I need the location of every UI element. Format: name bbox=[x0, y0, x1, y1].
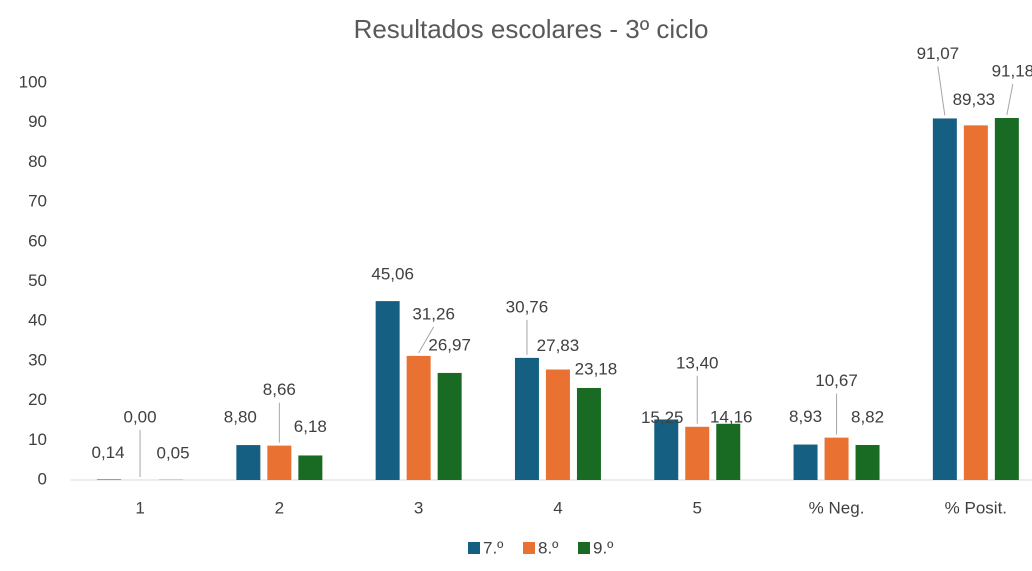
x-tick-label: 3 bbox=[414, 498, 423, 517]
data-label: 26,97 bbox=[428, 335, 471, 354]
data-label: 8,80 bbox=[224, 408, 257, 427]
bar bbox=[437, 372, 462, 480]
x-tick-label: % Posit. bbox=[945, 498, 1007, 517]
data-label: 8,93 bbox=[789, 407, 822, 426]
bar bbox=[994, 118, 1019, 480]
y-tick-label: 60 bbox=[28, 231, 47, 250]
y-tick-label: 0 bbox=[38, 469, 47, 488]
data-label: 23,18 bbox=[575, 359, 618, 378]
data-label: 10,67 bbox=[815, 371, 858, 390]
bar bbox=[793, 444, 818, 480]
data-label: 31,26 bbox=[412, 304, 455, 323]
legend-swatch bbox=[578, 542, 590, 554]
y-tick-label: 80 bbox=[28, 152, 47, 171]
data-label: 30,76 bbox=[506, 297, 549, 316]
data-label: 45,06 bbox=[371, 265, 414, 284]
legend-swatch bbox=[468, 542, 480, 554]
bar bbox=[824, 437, 849, 480]
bar bbox=[576, 387, 601, 480]
bar bbox=[406, 355, 431, 480]
data-label: 14,16 bbox=[710, 407, 753, 426]
x-tick-label: 2 bbox=[275, 498, 284, 517]
bar bbox=[855, 444, 880, 480]
bar bbox=[97, 479, 122, 480]
bar bbox=[654, 419, 679, 480]
data-label: 8,66 bbox=[263, 380, 296, 399]
y-tick-label: 50 bbox=[28, 271, 47, 290]
data-label: 27,83 bbox=[537, 336, 580, 355]
bar bbox=[514, 357, 539, 480]
y-tick-label: 70 bbox=[28, 192, 47, 211]
bar bbox=[375, 301, 400, 480]
bar bbox=[716, 423, 741, 480]
bar bbox=[545, 369, 570, 480]
bar bbox=[932, 118, 957, 481]
bar bbox=[298, 455, 323, 480]
data-label: 91,18 bbox=[992, 61, 1032, 80]
data-label: 0,05 bbox=[157, 443, 190, 462]
y-tick-label: 30 bbox=[28, 350, 47, 369]
leader-line bbox=[937, 66, 946, 116]
x-tick-label: 5 bbox=[693, 498, 702, 517]
x-tick-label: 1 bbox=[135, 498, 144, 517]
data-label: 89,33 bbox=[953, 90, 996, 109]
bar bbox=[963, 125, 988, 481]
y-tick-label: 20 bbox=[28, 390, 47, 409]
chart-title: Resultados escolares - 3º ciclo bbox=[354, 14, 709, 44]
y-tick-label: 10 bbox=[28, 430, 47, 449]
data-label: 0,00 bbox=[124, 407, 157, 426]
y-tick-label: 40 bbox=[28, 311, 47, 330]
data-label: 91,07 bbox=[917, 44, 960, 63]
legend-label: 9.º bbox=[593, 538, 613, 557]
legend-label: 8.º bbox=[538, 538, 558, 557]
bar bbox=[236, 445, 261, 480]
x-tick-label: % Neg. bbox=[809, 498, 865, 517]
y-tick-label: 90 bbox=[28, 112, 47, 131]
data-label: 13,40 bbox=[676, 353, 719, 372]
data-label: 0,14 bbox=[92, 443, 125, 462]
leader-line bbox=[1006, 83, 1014, 116]
data-label: 15,25 bbox=[641, 408, 684, 427]
legend-label: 7.º bbox=[483, 538, 503, 557]
bar bbox=[685, 426, 710, 480]
x-tick-label: 4 bbox=[553, 498, 562, 517]
y-tick-label: 100 bbox=[19, 72, 47, 91]
leader-line bbox=[418, 326, 435, 354]
data-label: 6,18 bbox=[294, 417, 327, 436]
data-label: 8,82 bbox=[851, 407, 884, 426]
legend-swatch bbox=[523, 542, 535, 554]
bar bbox=[267, 445, 292, 480]
